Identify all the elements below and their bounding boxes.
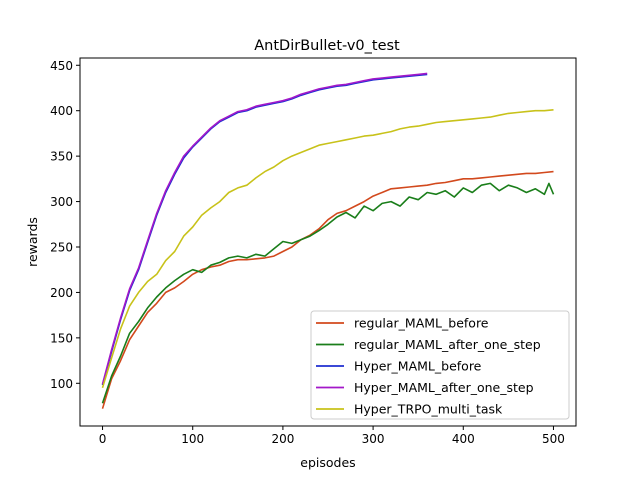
plot-area [101, 72, 555, 409]
series-line-4 [101, 72, 428, 385]
x-tick-label: 500 [542, 432, 565, 446]
y-tick-label: 450 [50, 59, 73, 73]
legend-label: Hyper_MAML_after_one_step [354, 380, 534, 395]
legend-box [310, 310, 570, 420]
legend-label: regular_MAML_before [354, 316, 489, 331]
legend-label: Hyper_MAML_before [354, 359, 482, 374]
legend-label: Hyper_TRPO_multi_task [354, 402, 503, 417]
y-axis: 100 150 200 250 300 350 400 450 [50, 59, 80, 391]
x-tick-label: 200 [271, 432, 294, 446]
y-tick-label: 250 [50, 240, 73, 254]
x-axis: 0 100 200 300 400 500 [99, 426, 565, 446]
y-tick-label: 300 [50, 195, 73, 209]
y-tick-label: 200 [50, 286, 73, 300]
y-tick-label: 100 [50, 377, 73, 391]
y-tick-label: 350 [50, 150, 73, 164]
legend-label: regular_MAML_after_one_step [354, 337, 541, 352]
x-axis-label: episodes [300, 455, 355, 470]
series-line-1 [101, 170, 554, 409]
y-axis-label: rewards [25, 217, 40, 267]
series-line-2 [101, 182, 555, 404]
plot-frame [79, 57, 577, 427]
chart-title: AntDirBullet-v0_test [254, 38, 400, 54]
x-tick-label: 0 [99, 432, 107, 446]
series-line-5 [101, 109, 554, 389]
x-tick-label: 100 [181, 432, 204, 446]
legend: regular_MAML_before regular_MAML_after_on… [310, 310, 570, 420]
x-tick-label: 400 [452, 432, 475, 446]
y-tick-label: 150 [50, 331, 73, 345]
x-tick-label: 300 [362, 432, 385, 446]
y-tick-label: 400 [50, 104, 73, 118]
